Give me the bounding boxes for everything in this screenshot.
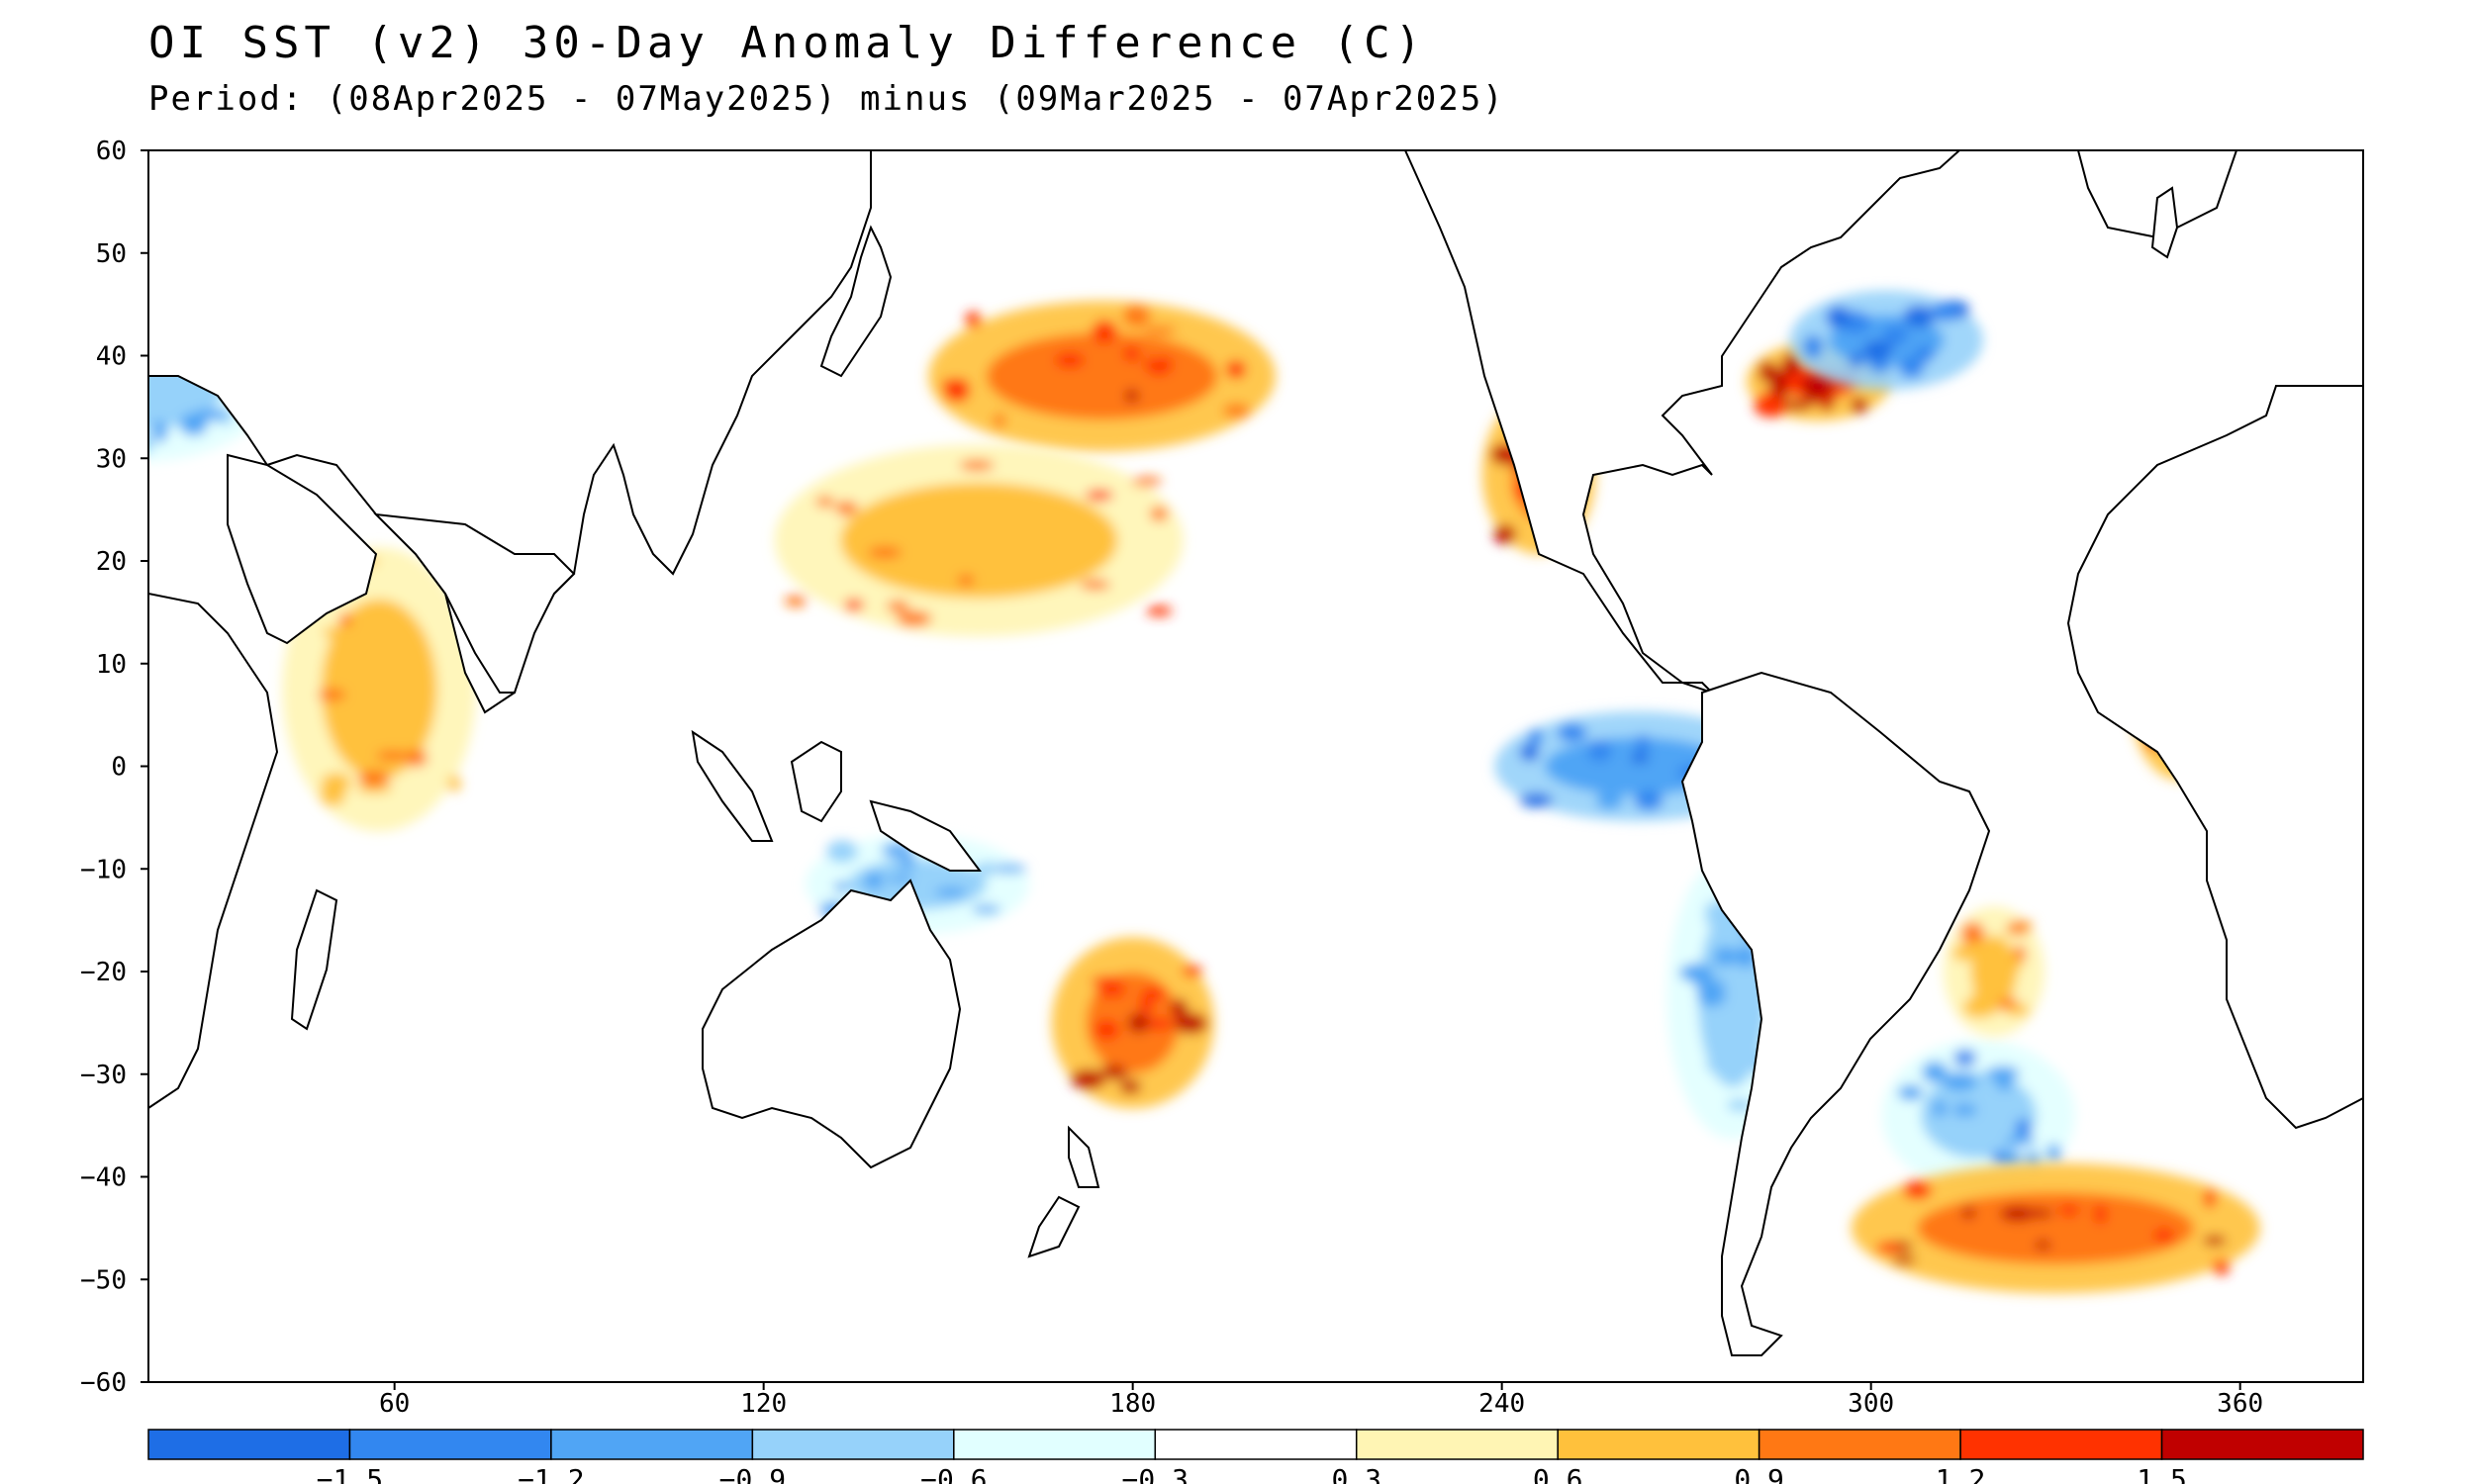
- lon-tick-label: 180: [1109, 1389, 1156, 1419]
- east-africa-outline: [148, 592, 279, 1110]
- lat-tick-label: −20: [80, 958, 127, 987]
- colorbar-swatch: [751, 1429, 955, 1460]
- lat-tick-label: −60: [80, 1368, 127, 1398]
- continent-outlines: [148, 150, 2363, 1382]
- longitude-axis: 60 120 180 240 300 360: [379, 1382, 2263, 1419]
- japan-outline: [819, 225, 893, 378]
- arabia-outline: [227, 453, 378, 645]
- new-zealand-outline: [1027, 1125, 1100, 1258]
- lat-tick-label: −10: [80, 855, 127, 884]
- anomaly-patch: [1943, 906, 2046, 1037]
- colorbar-label: 0.6: [1533, 1463, 1583, 1484]
- lat-tick-label: −50: [80, 1265, 127, 1295]
- colorbar-label: −0.9: [719, 1463, 786, 1484]
- lon-tick-label: 120: [740, 1389, 787, 1419]
- lon-tick-label: 300: [1848, 1389, 1894, 1419]
- latitude-axis: 60 50 40 30 20 10 0 −10 −20 −30 −40 −50 −60: [80, 137, 148, 1398]
- lon-tick-label: 60: [379, 1389, 410, 1419]
- map-subtitle: Period: (08Apr2025 - 07May2025) minus (0…: [148, 79, 1505, 119]
- anomaly-patch: [282, 547, 476, 832]
- map-title: OI SST (v2) 30-Day Anomaly Difference (C…: [148, 18, 1427, 68]
- anomaly-patch: [1789, 290, 1983, 391]
- eurasia-outline: [148, 150, 872, 714]
- anomaly-patch: [1051, 937, 1214, 1109]
- lat-tick-label: 30: [96, 444, 127, 474]
- madagascar-outline: [290, 888, 338, 1031]
- colorbar-label: −0.3: [1122, 1463, 1189, 1484]
- lat-tick-label: 10: [96, 650, 127, 680]
- colorbar-swatch: [550, 1429, 754, 1460]
- lon-tick-label: 360: [2217, 1389, 2263, 1419]
- colorbar-swatch: [2160, 1429, 2364, 1460]
- africa-outline: [2066, 385, 2363, 1130]
- lat-tick-label: 40: [96, 342, 127, 372]
- lat-tick-label: 50: [96, 239, 127, 269]
- colorbar-label: 0.3: [1331, 1463, 1381, 1484]
- anomaly-patch: [1851, 1162, 2260, 1294]
- sumatra-outline: [691, 729, 774, 842]
- lat-tick-label: 20: [96, 547, 127, 577]
- south-america-outline: [1680, 671, 1991, 1356]
- lat-tick-label: 0: [111, 753, 127, 783]
- colorbar-swatch: [1154, 1429, 1358, 1460]
- colorbar-swatch: [147, 1429, 351, 1460]
- lat-tick-label: −40: [80, 1163, 127, 1193]
- colorbar-swatch: [1959, 1429, 2163, 1460]
- colorbar-label: 1.2: [1936, 1463, 1986, 1484]
- colorbar-label: −1.2: [518, 1463, 584, 1484]
- anomaly-patch: [928, 301, 1276, 452]
- colorbar-swatch: [953, 1429, 1157, 1460]
- colorbar-swatch: [1557, 1429, 1760, 1460]
- anomaly-patch: [774, 444, 1184, 637]
- india-outline: [373, 512, 576, 694]
- borneo-outline: [790, 740, 842, 823]
- lat-tick-label: −30: [80, 1061, 127, 1090]
- north-america-outline: [1257, 150, 1961, 703]
- colorbar-label: 1.5: [2137, 1463, 2187, 1484]
- lon-tick-label: 240: [1478, 1389, 1525, 1419]
- colorbar-swatch: [1355, 1429, 1559, 1460]
- colorbar-swatch: [1758, 1429, 1961, 1460]
- colorbar: −1.5 −1.2 −0.9 −0.6 −0.3 0.3 0.6 0.9 1.2 1.5: [147, 1429, 2364, 1484]
- colorbar-label: −1.5: [317, 1463, 383, 1484]
- uk-outline: [2150, 186, 2179, 259]
- new-guinea-outline: [869, 799, 982, 872]
- lat-tick-label: 60: [96, 137, 127, 166]
- colorbar-label: 0.9: [1734, 1463, 1784, 1484]
- colorbar-swatch: [348, 1429, 552, 1460]
- australia-outline: [702, 879, 962, 1169]
- anomaly-patch: [1881, 1040, 2076, 1191]
- colorbar-label: −0.6: [920, 1463, 987, 1484]
